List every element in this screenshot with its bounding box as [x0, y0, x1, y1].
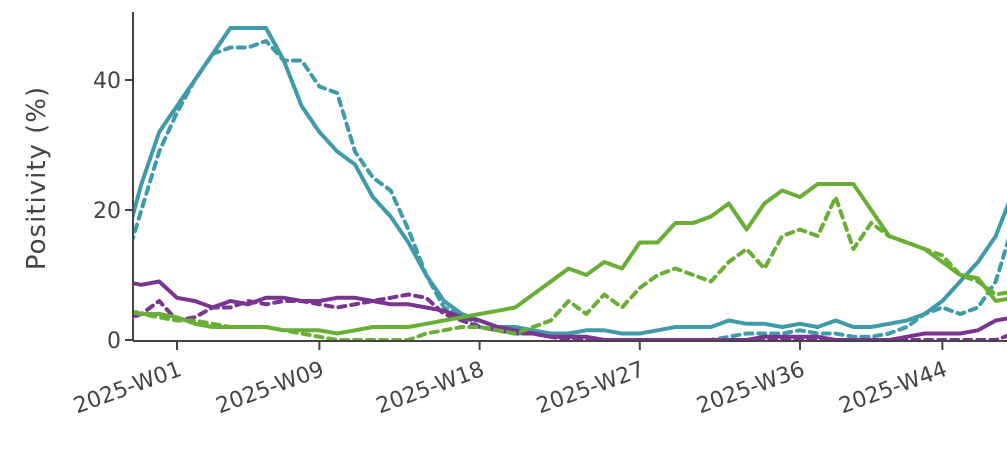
- x-tick-label-3: 2025-W27: [533, 357, 648, 419]
- series-line-5: [133, 182, 1007, 336]
- series-line-3: [133, 279, 1007, 342]
- series-line-1: [133, 26, 1007, 336]
- series-line-2: [133, 39, 1007, 342]
- y-axis-label: Positivity (%): [22, 86, 52, 270]
- x-tick-label-1: 2025-W09: [213, 357, 328, 419]
- y-tick-label-40: 40: [93, 69, 121, 94]
- x-tick-label-4: 2025-W36: [694, 357, 809, 419]
- x-tick-label-2: 2025-W18: [373, 357, 488, 419]
- series-line-6: [133, 195, 1007, 342]
- x-tick-label-5: 2025-W44: [836, 357, 951, 419]
- x-tick-label-0: 2025-W01: [71, 357, 186, 419]
- y-tick-label-0: 0: [107, 329, 121, 354]
- y-tick-label-20: 20: [93, 199, 121, 224]
